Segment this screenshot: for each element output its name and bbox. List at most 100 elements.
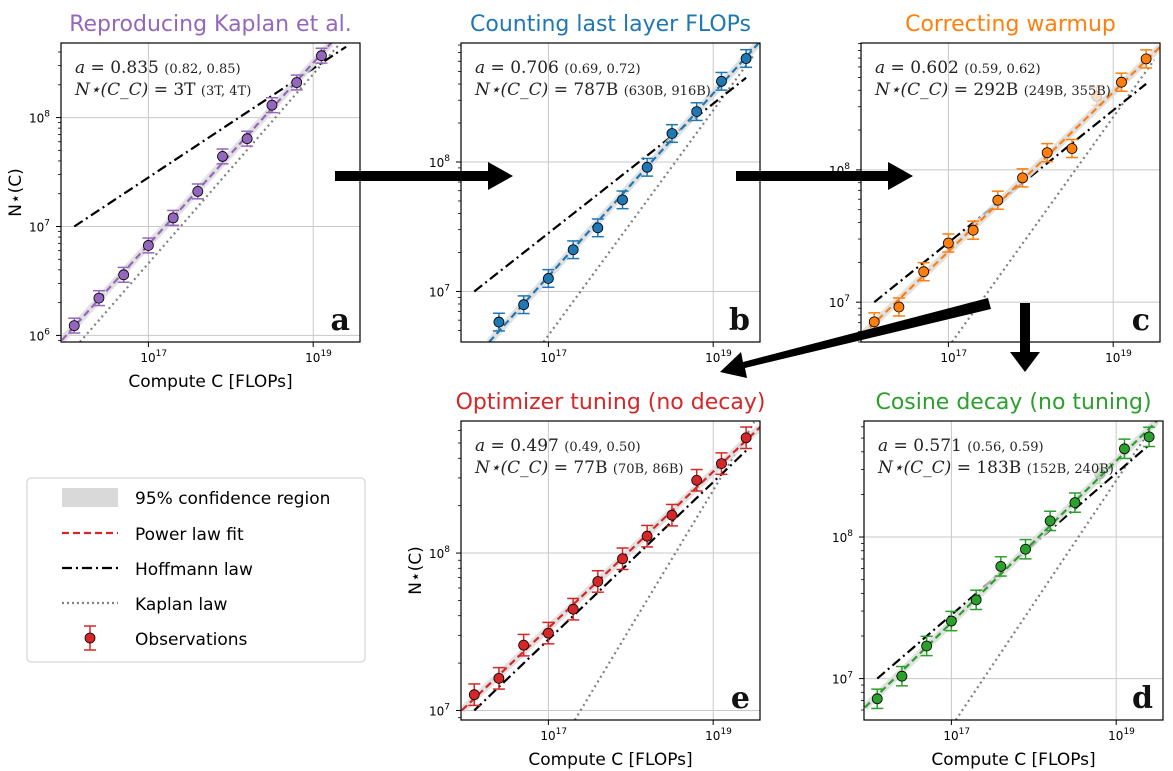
power-law-fit-line	[488, 43, 760, 342]
panel-letter: e	[731, 681, 750, 716]
observation-point	[567, 597, 580, 621]
observation-point	[591, 569, 604, 593]
plot-content	[61, 43, 347, 342]
plot-frame	[460, 42, 761, 343]
plot-content	[461, 421, 760, 720]
observation-point	[1143, 426, 1156, 448]
observation-marker	[1091, 90, 1103, 102]
flow-arrows	[335, 162, 1040, 378]
observation-point	[868, 312, 881, 332]
observation-marker	[641, 530, 653, 542]
observation-marker	[1066, 143, 1078, 154]
observation-marker	[493, 316, 505, 328]
observation-marker	[167, 212, 179, 224]
panel-letter: d	[1132, 681, 1153, 716]
panel-a: 1017 1019 106 107 108 Reproducing Kaplan et a…	[6, 12, 361, 392]
observation-marker	[1094, 468, 1106, 480]
observation-marker	[868, 316, 880, 328]
power-law-fit-line	[864, 421, 1158, 709]
optimal-size-annotation: N⋆(C_C) = 183B (152B, 240B)	[877, 458, 1114, 478]
observation-point	[117, 266, 130, 284]
y-tick-label: 108	[832, 529, 853, 545]
observation-marker	[217, 151, 228, 162]
observation-marker	[740, 53, 752, 64]
observation-point	[241, 130, 254, 147]
y-tick-label: 108	[429, 545, 450, 561]
observation-point	[1093, 463, 1106, 485]
fit-exponent-annotation: a = 0.497 (0.49, 0.50)	[475, 436, 641, 456]
observation-marker	[567, 603, 579, 615]
panel-title: Optimizer tuning (no decay)	[456, 390, 766, 415]
observation-marker	[1116, 76, 1127, 88]
x-tick-label: 1017	[540, 727, 567, 743]
observation-marker	[641, 161, 653, 173]
fit-exponent-annotation: a = 0.835 (0.82, 0.85)	[75, 58, 241, 78]
y-tick-label: 107	[429, 702, 450, 718]
x-tick-label: 1019	[305, 349, 332, 365]
panel-title: Counting last layer FLOPs	[470, 12, 751, 37]
panel-letter: b	[729, 303, 750, 338]
observation-point	[1065, 138, 1078, 159]
observation-marker	[567, 244, 579, 256]
observation-point	[1068, 492, 1081, 514]
plot-area	[864, 421, 1163, 720]
observation-point	[991, 190, 1004, 210]
observation-marker	[1143, 431, 1155, 443]
plot-frame	[863, 420, 1164, 721]
hoffmann-law-line	[73, 45, 347, 228]
observation-point	[970, 589, 983, 611]
x-axis-label: Compute C [FLOPs]	[931, 750, 1095, 770]
legend-box	[26, 477, 366, 663]
hoffmann-law-line	[473, 449, 747, 712]
observation-point	[665, 503, 678, 527]
observation-point	[542, 268, 555, 289]
y-tick-label: 107	[29, 219, 50, 235]
y-tick-label: 106	[29, 327, 50, 343]
x-axis-label: Compute C [FLOPs]	[528, 750, 692, 770]
optimal-size-annotation: N⋆(C_C) = 3T (3T, 4T)	[74, 80, 251, 100]
observation-marker	[1069, 497, 1081, 509]
observation-point	[1118, 438, 1131, 460]
observation-point	[492, 312, 505, 332]
legend-label-kaplan: Kaplan law	[135, 595, 228, 615]
panel-title: Cosine decay (no tuning)	[875, 390, 1151, 415]
y-tick-label: 107	[429, 283, 450, 299]
observation-point	[567, 240, 580, 260]
observation-point	[315, 47, 328, 64]
observation-point	[517, 295, 530, 315]
legend: 95% confidence region Power law fit Hoff…	[26, 477, 366, 663]
observation-point	[616, 547, 629, 571]
observation-marker	[493, 672, 505, 684]
observation-point	[994, 556, 1007, 577]
plot-frame	[60, 42, 361, 343]
kaplan-law-line	[79, 43, 342, 342]
x-axis-label: Compute C [FLOPs]	[128, 372, 292, 392]
observation-marker	[992, 194, 1004, 206]
observation-point	[517, 633, 530, 657]
observation-marker	[266, 99, 278, 111]
y-tick-label: 108	[429, 154, 450, 170]
observation-marker	[1140, 53, 1152, 65]
panel-b: 1017 1019 107 108 Counting last layer FLOPs a…	[429, 12, 761, 365]
observation-point	[641, 524, 654, 548]
observation-marker	[291, 77, 303, 88]
observation-point	[945, 610, 958, 632]
panel-d: 1017 1019 107 108 Cosine decay (no tuning) a …	[832, 390, 1164, 770]
observation-point	[715, 452, 728, 476]
arrow-a-to-b	[335, 162, 513, 190]
optimal-size-annotation: N⋆(C_C) = 787B (630B, 916B)	[474, 80, 711, 100]
observation-marker	[918, 266, 930, 278]
observation-marker	[518, 299, 530, 311]
observation-marker	[893, 301, 905, 313]
observation-marker	[716, 75, 727, 87]
observation-marker	[740, 432, 752, 444]
optimal-size-annotation: N⋆(C_C) = 292B (249B, 355B)	[874, 80, 1111, 100]
power-law-fit-line	[861, 46, 1160, 336]
observation-point	[142, 237, 155, 254]
observation-marker	[592, 222, 604, 234]
observation-point	[665, 123, 678, 144]
power-law-fit-line	[461, 426, 760, 712]
x-tick-label: 1017	[140, 349, 167, 365]
panel-title: Correcting warmup	[905, 12, 1116, 37]
